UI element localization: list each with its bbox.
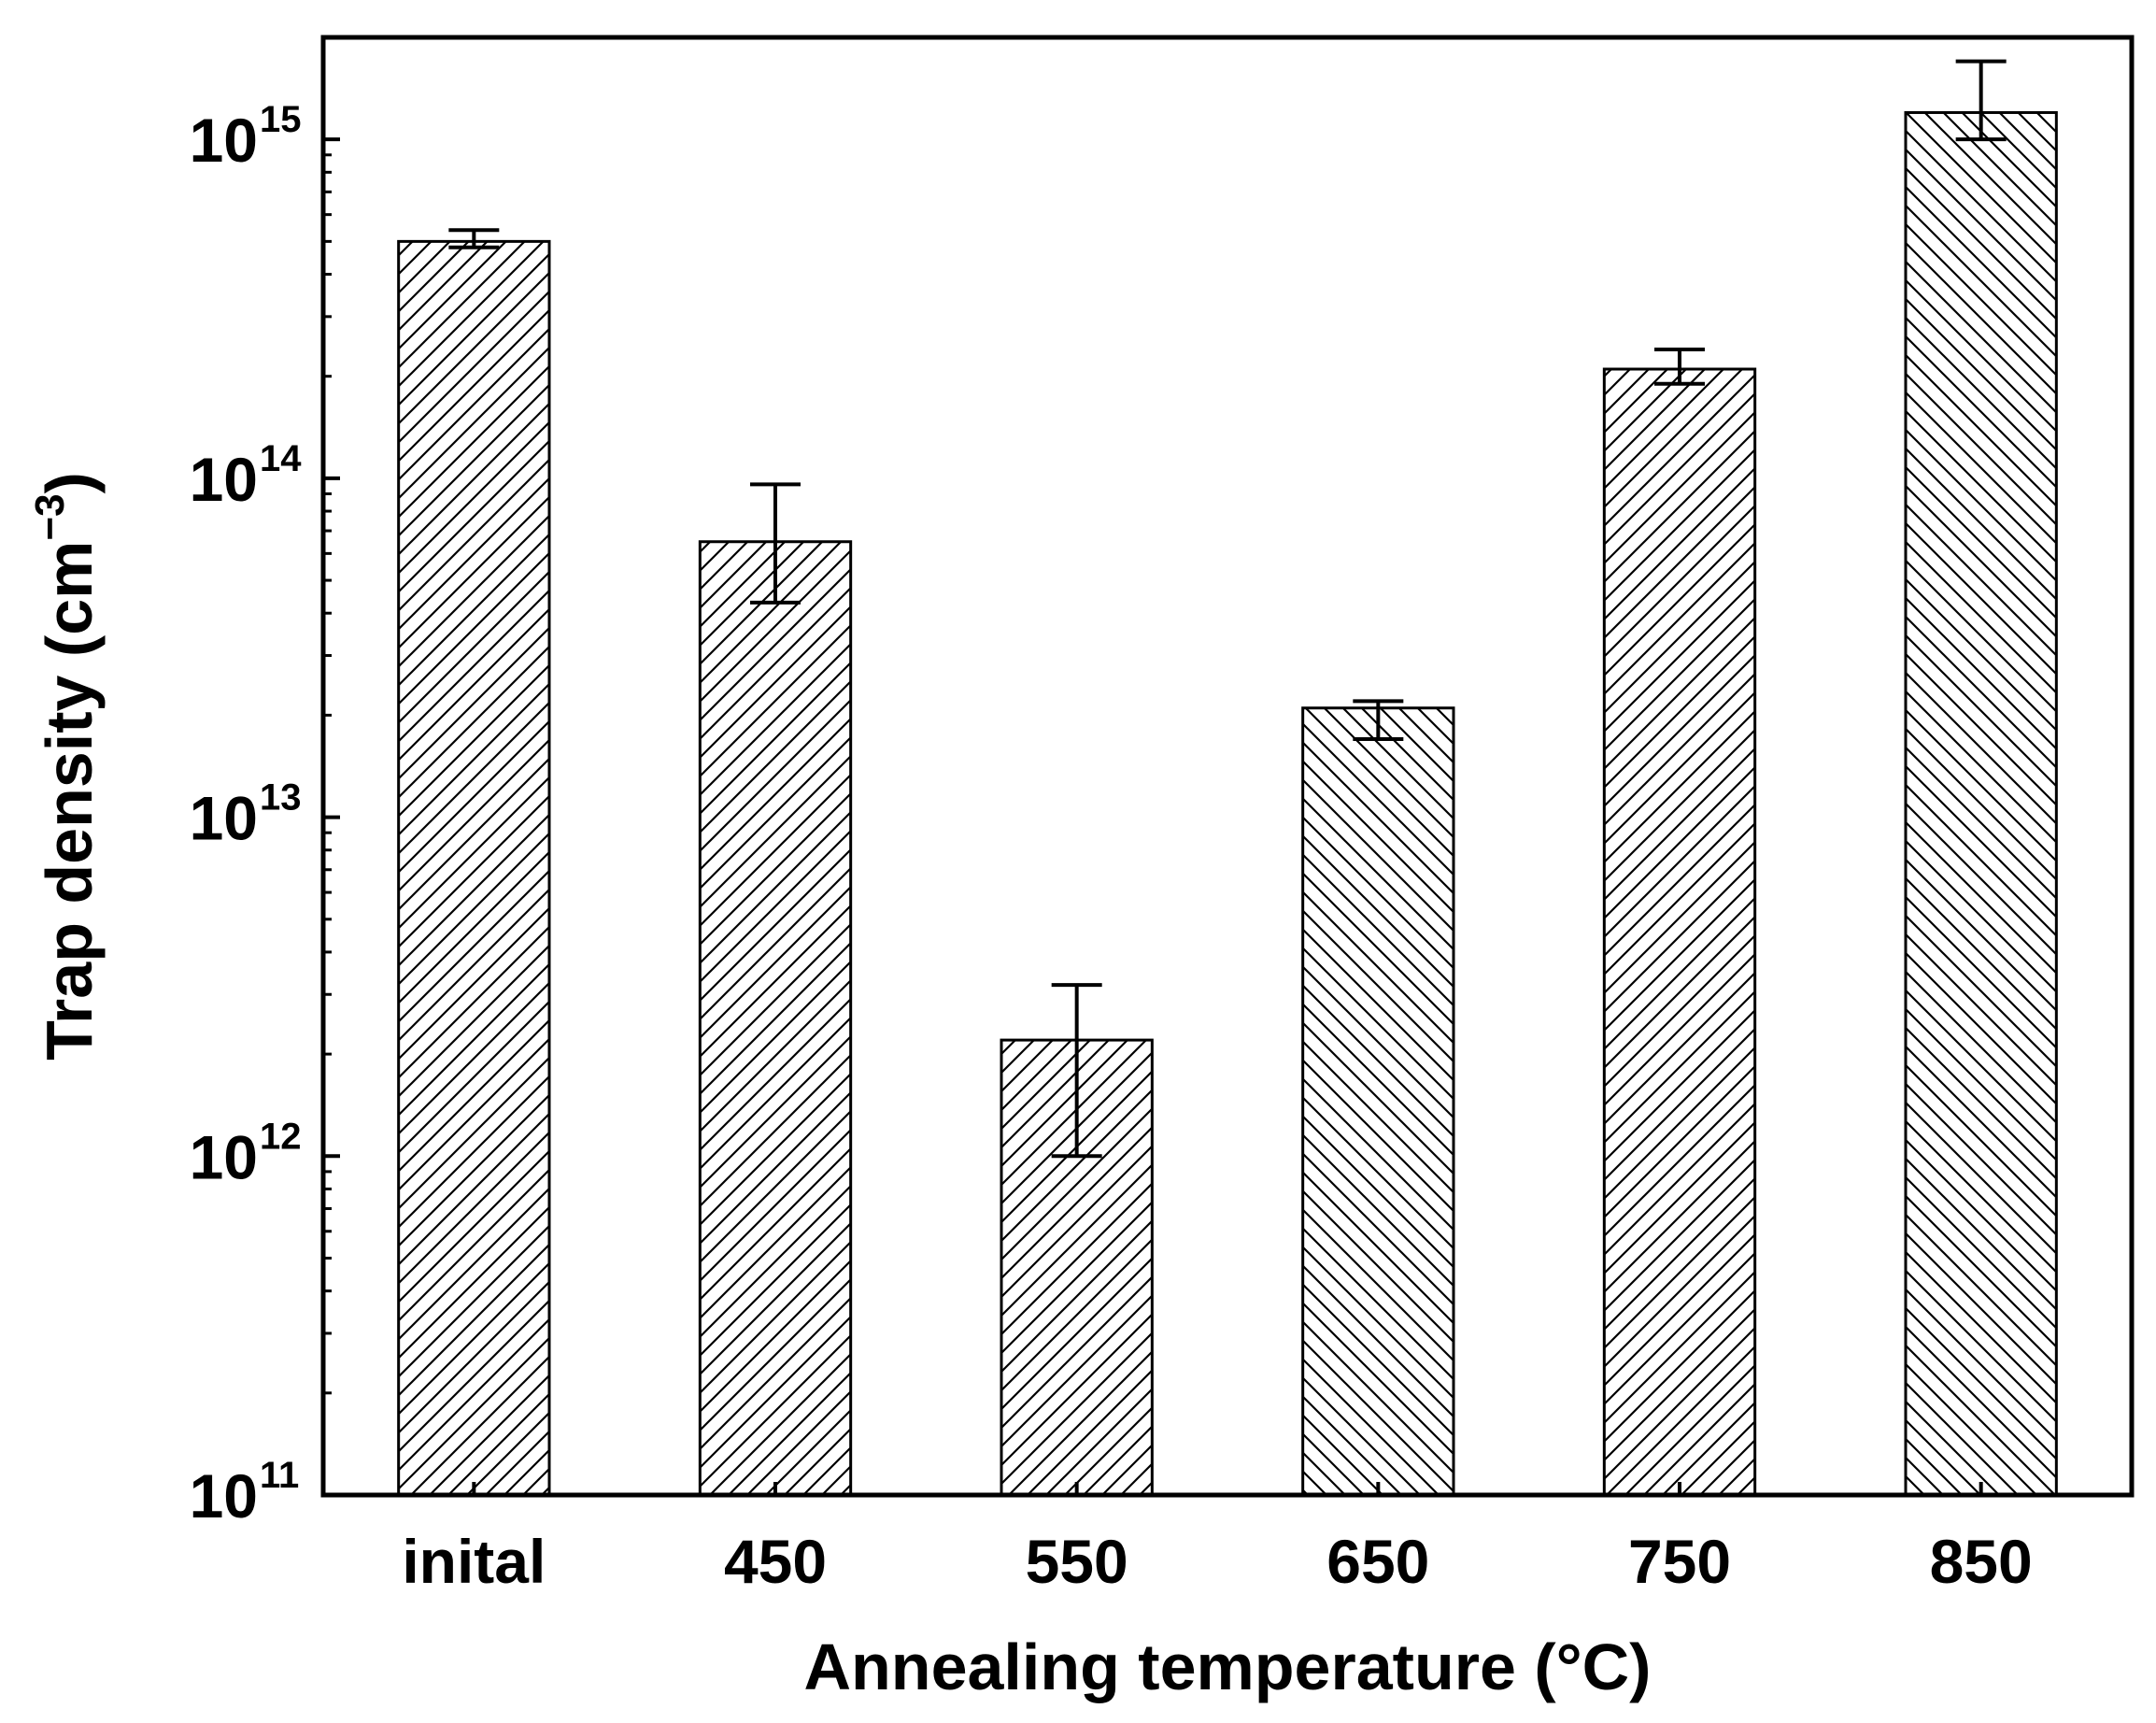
- x-axis-title: Annealing temperature (°C): [804, 1630, 1652, 1703]
- y-axis-title-close: ): [33, 472, 106, 493]
- x-tick-label-550: 550: [1026, 1527, 1128, 1596]
- y-tick-base: 10: [190, 1122, 258, 1191]
- y-tick-exponent: 13: [260, 777, 302, 819]
- bar-850: [1904, 110, 2058, 1497]
- bar-inital: [397, 239, 551, 1497]
- bar-750: [1602, 367, 1757, 1497]
- y-tick-label-1e11: 10 11: [190, 1455, 300, 1531]
- plot-frame: [320, 35, 2135, 1498]
- error-bar-450: [750, 482, 801, 605]
- y-tick-exponent: 14: [260, 438, 302, 479]
- error-bars-layer: [448, 59, 2007, 1159]
- y-tick-exponent: 12: [260, 1116, 302, 1157]
- y-tick-base: 10: [190, 1461, 258, 1531]
- y-tick-label-1e12: 10 12: [190, 1116, 302, 1191]
- y-tick-label-1e15: 10 15: [190, 99, 302, 175]
- y-tick-base: 10: [190, 106, 258, 175]
- y-axis-title: Trap density (cm−3): [27, 472, 106, 1061]
- bar-450: [698, 540, 853, 1497]
- y-tick-exponent: 15: [260, 99, 302, 140]
- x-tick-label-850: 850: [1930, 1527, 2033, 1596]
- y-tick-exponent: 11: [260, 1455, 299, 1496]
- error-bar-550: [1051, 983, 1102, 1159]
- y-axis-title-superscript: −3: [27, 493, 73, 540]
- error-bar-650: [1353, 699, 1404, 742]
- x-tick-label-650: 650: [1326, 1527, 1429, 1596]
- y-tick-label-1e14: 10 14: [190, 438, 303, 514]
- bar-650: [1301, 706, 1455, 1497]
- error-bar-850: [1955, 59, 2007, 142]
- x-tick-label-450: 450: [724, 1527, 827, 1596]
- x-tick-label-inital: inital: [402, 1527, 546, 1596]
- y-tick-base: 10: [190, 445, 258, 514]
- x-tick-label-750: 750: [1628, 1527, 1731, 1596]
- y-axis-title-main: Trap density (cm: [33, 541, 106, 1061]
- y-tick-base: 10: [190, 784, 258, 853]
- x-axis: inital 450 550 650 750 850: [402, 1482, 2033, 1596]
- y-tick-label-1e13: 10 13: [190, 777, 302, 853]
- bars-layer: [397, 110, 2058, 1497]
- error-bar-750: [1654, 347, 1705, 386]
- error-bar-inital: [448, 228, 500, 249]
